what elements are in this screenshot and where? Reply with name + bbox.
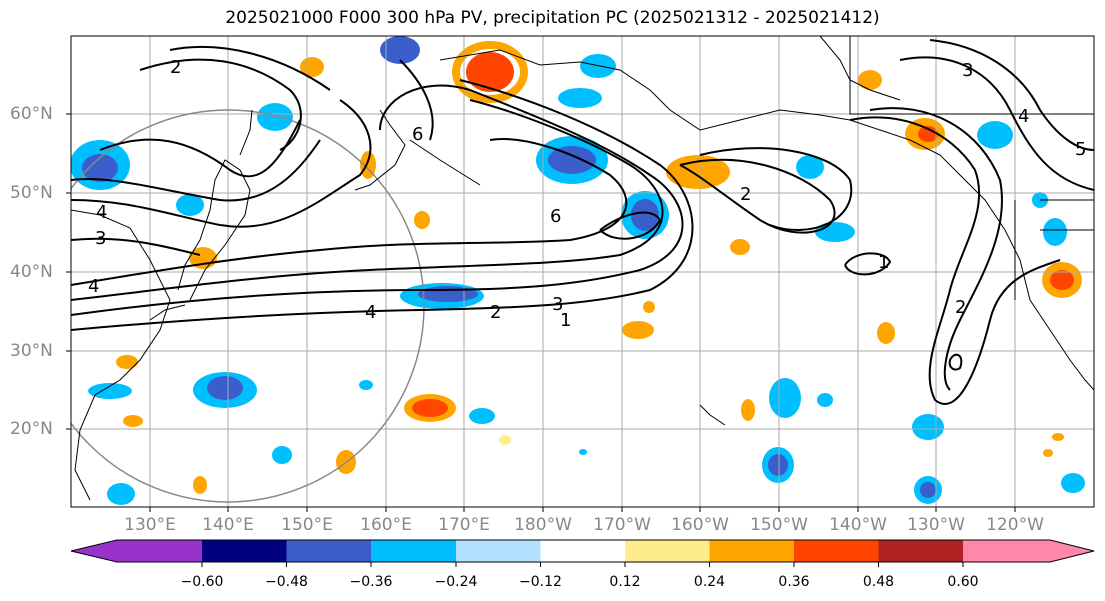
lon-label-150e: 150°E (281, 515, 333, 535)
colorbar-tick-label: 0.48 (862, 574, 895, 590)
colorbar-tick-label: −0.12 (519, 574, 562, 590)
lon-label-120w: 120°W (986, 515, 1044, 535)
lon-label-160e: 160°E (360, 515, 412, 535)
colorbar-cell-6 (625, 540, 710, 562)
axis-ticks (66, 113, 1016, 512)
reference-circle (71, 109, 425, 503)
colorbar-tick-label: 0.24 (693, 574, 726, 590)
colorbar-tick-label: −0.24 (434, 574, 478, 590)
lat-label-40: 40°N (10, 262, 53, 282)
colorbar-cell-8 (794, 540, 879, 562)
lat-label-50: 50°N (10, 183, 53, 203)
colorbar-cell-7 (709, 540, 794, 562)
coastlines (71, 36, 1094, 501)
colorbar-cell-1 (202, 540, 287, 562)
colorbar-tick-label: −0.60 (180, 574, 224, 590)
lon-label-140w: 140°W (829, 515, 887, 535)
colorbar-cell-5 (540, 540, 625, 562)
lon-label-180w: 180°W (514, 515, 572, 535)
colorbar-tick-label: −0.36 (349, 574, 393, 590)
contour-label-2: 2 (490, 302, 501, 323)
lon-label-160w: 160°W (671, 515, 729, 535)
lon-label-130w: 130°W (907, 515, 965, 535)
lat-label-60: 60°N (10, 104, 53, 124)
contour-label-3b: 3 (95, 228, 106, 249)
colorbar-tick-label: −0.48 (265, 574, 308, 590)
contour-label-4b: 4 (96, 202, 107, 223)
contour-label-5: 5 (1075, 139, 1086, 160)
colorbar (70, 539, 1095, 567)
colorbar-outline (70, 539, 1095, 563)
contour-label-2b: 2 (170, 57, 181, 78)
colorbar-tick-label: 0.12 (609, 574, 641, 590)
colorbar-cell-10 (963, 540, 1094, 562)
colorbar-tick-label: 0.60 (947, 574, 979, 590)
lon-label-150w: 150°W (750, 515, 808, 535)
colorbar-cell-9 (878, 540, 963, 562)
contour-label-6b: 6 (412, 124, 423, 145)
contour-label-4c: 4 (88, 276, 99, 297)
colorbar-cell-0 (71, 540, 202, 562)
contour-label-6: 6 (550, 206, 561, 227)
lon-label-170e: 170°E (438, 515, 490, 535)
lon-label-170w: 170°W (593, 515, 651, 535)
contour-label-2d: 2 (740, 184, 751, 205)
lat-label-20: 20°N (10, 419, 53, 439)
contour-label-4: 4 (365, 302, 376, 323)
contour-label-2c: 2 (955, 297, 966, 318)
colorbar-tick-label: 0.36 (778, 574, 810, 590)
contour-labels: 1 2 3 4 6 4 3 4 2 1 2 4 3 5 2 6 (88, 57, 1086, 331)
contour-label-4d: 4 (1018, 106, 1029, 127)
contour-label-3: 3 (552, 294, 563, 315)
lon-label-130e: 130°E (124, 515, 176, 535)
colorbar-cell-3 (371, 540, 456, 562)
contour-label-1b: 1 (878, 252, 889, 273)
map-title: 2025021000 F000 300 hPa PV, precipitatio… (225, 8, 880, 28)
contour-label-1: 1 (560, 310, 571, 331)
colorbar-cell-2 (286, 540, 371, 562)
colorbar-cell-4 (456, 540, 541, 562)
lat-label-30: 30°N (10, 341, 53, 361)
lon-label-140e: 140°E (202, 515, 254, 535)
pv-contours (71, 39, 1094, 405)
contour-label-3c: 3 (962, 60, 973, 81)
precip-shading (71, 36, 1085, 505)
